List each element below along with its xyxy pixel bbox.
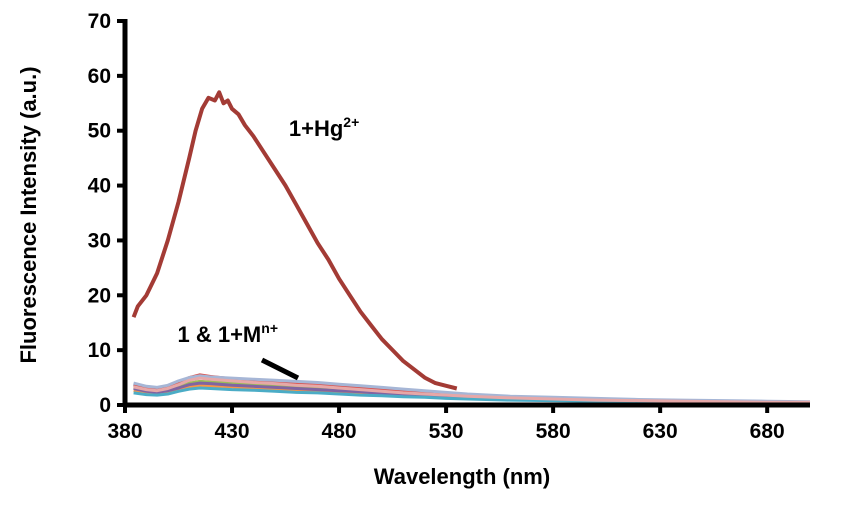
annotation-superscript: n+ bbox=[261, 320, 278, 336]
y-axis-title: Fluorescence Intensity (a.u.) bbox=[16, 66, 41, 363]
x-tick-label: 530 bbox=[429, 420, 464, 443]
plot-lines bbox=[131, 90, 811, 405]
x-tick-label: 580 bbox=[536, 420, 571, 443]
series-line-0 bbox=[131, 90, 458, 391]
annotations: 1+Hg2+ 1 & 1+Mn+ bbox=[178, 114, 360, 347]
y-tick-label: 20 bbox=[88, 284, 111, 307]
y-ticks: 0 10 20 30 40 50 60 70 bbox=[88, 10, 125, 417]
y-tick-label: 60 bbox=[88, 65, 111, 88]
y-tick-label: 30 bbox=[88, 229, 111, 252]
x-axis-title: Wavelength (nm) bbox=[374, 464, 550, 489]
y-tick-label: 10 bbox=[88, 339, 111, 362]
y-tick-label: 40 bbox=[88, 175, 111, 198]
annotation-base: 1+Hg bbox=[289, 116, 343, 141]
x-tick-label: 430 bbox=[215, 420, 250, 443]
annotation-pointer bbox=[260, 357, 300, 381]
y-tick-label: 70 bbox=[88, 10, 111, 33]
y-tick-label: 50 bbox=[88, 120, 111, 143]
annotation-superscript: 2+ bbox=[343, 114, 359, 130]
x-tick-label: 480 bbox=[322, 420, 357, 443]
y-tick-label: 0 bbox=[99, 394, 111, 417]
x-ticks: 380 430 480 530 580 630 680 bbox=[107, 405, 785, 443]
x-tick-label: 680 bbox=[750, 420, 785, 443]
annotation-base: 1 & 1+M bbox=[178, 322, 262, 347]
annotation-label: 1+Hg2+ bbox=[289, 114, 359, 141]
annotation-label: 1 & 1+Mn+ bbox=[178, 320, 279, 347]
x-tick-label: 630 bbox=[643, 420, 678, 443]
x-tick-label: 380 bbox=[107, 420, 142, 443]
series-line-8 bbox=[133, 376, 810, 404]
